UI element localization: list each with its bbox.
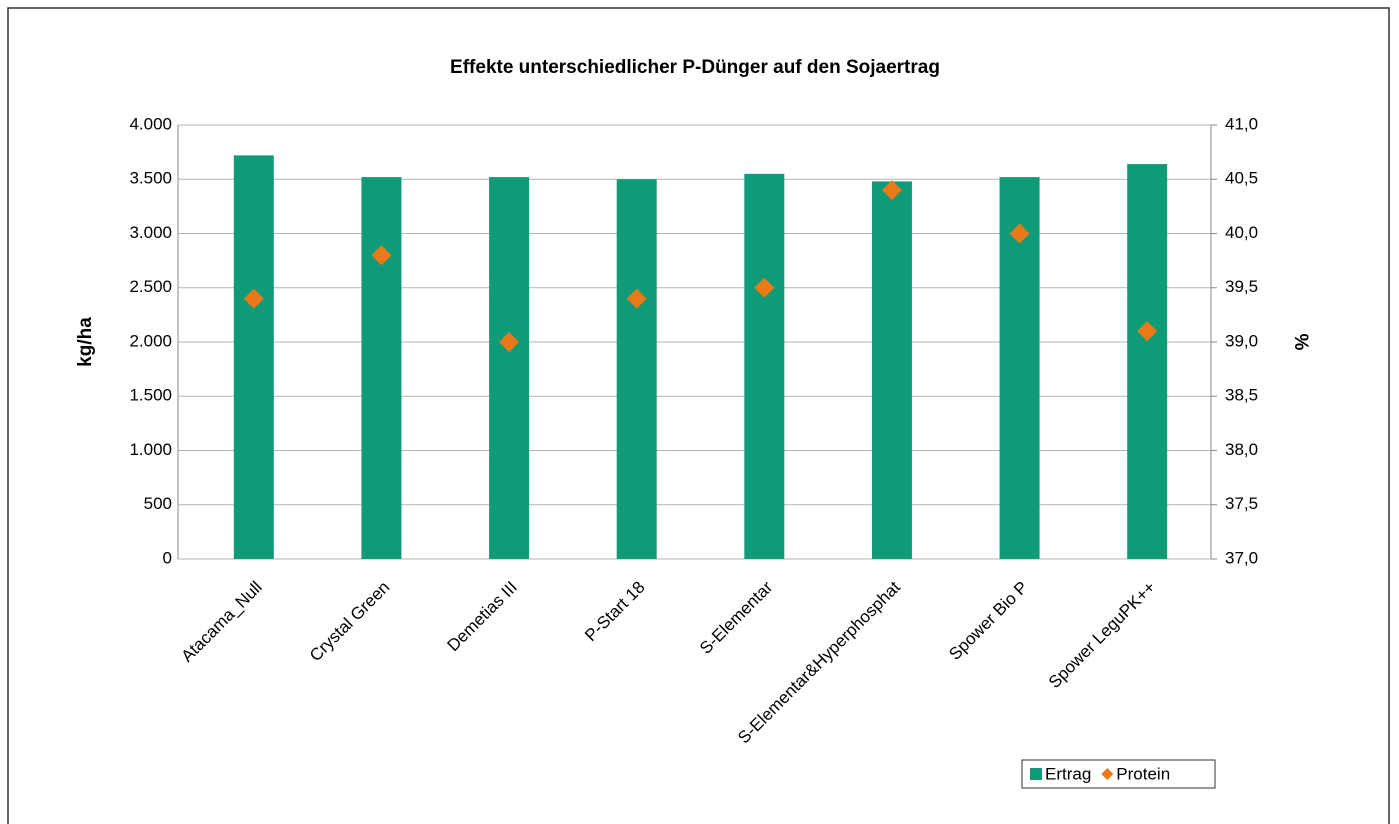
legend-label: Ertrag xyxy=(1045,764,1091,783)
y2-tick-label: 40,0 xyxy=(1225,223,1258,242)
legend-label: Protein xyxy=(1116,764,1170,783)
protein-marker xyxy=(881,180,902,201)
protein-marker xyxy=(243,288,264,309)
protein-marker xyxy=(499,332,520,352)
protein-marker xyxy=(371,245,392,266)
y-tick-label: 2.500 xyxy=(129,277,172,296)
bar xyxy=(361,177,402,559)
protein-marker xyxy=(1009,223,1030,244)
y2-tick-label: 37,0 xyxy=(1225,548,1258,567)
y2-tick-label: 38,5 xyxy=(1225,386,1258,405)
y2-axis-title: % xyxy=(1290,334,1311,351)
bar xyxy=(616,179,657,559)
chart-frame xyxy=(7,7,1390,824)
y-tick-label: 3.500 xyxy=(129,169,172,188)
y2-tick-label: 40,5 xyxy=(1225,169,1258,188)
bar xyxy=(489,177,530,559)
bar xyxy=(744,173,785,559)
chart-title: Effekte unterschiedlicher P-Dünger auf d… xyxy=(450,57,940,78)
y-tick-label: 0 xyxy=(163,548,172,567)
legend-box xyxy=(1021,759,1216,789)
protein-marker xyxy=(626,288,647,309)
y-tick-label: 2.000 xyxy=(129,331,172,350)
y-tick-label: 3.000 xyxy=(129,223,172,242)
y-axis-title: kg/ha xyxy=(75,317,96,367)
y-tick-label: 1.500 xyxy=(129,386,172,405)
protein-marker xyxy=(1137,321,1158,342)
bar xyxy=(871,181,912,560)
bar xyxy=(1127,164,1168,559)
y2-tick-label: 38,0 xyxy=(1225,440,1258,459)
legend-swatch xyxy=(1101,768,1114,780)
y2-tick-label: 39,0 xyxy=(1225,331,1258,350)
y2-tick-label: 39,5 xyxy=(1225,277,1258,296)
y-tick-label: 4.000 xyxy=(129,114,172,133)
y-tick-label: 500 xyxy=(144,494,172,513)
legend-swatch xyxy=(1030,768,1042,780)
y2-tick-label: 41,0 xyxy=(1225,114,1258,133)
bar xyxy=(233,155,274,559)
y-tick-label: 1.000 xyxy=(129,440,172,459)
protein-marker xyxy=(754,277,775,298)
y2-tick-label: 37,5 xyxy=(1225,494,1258,513)
